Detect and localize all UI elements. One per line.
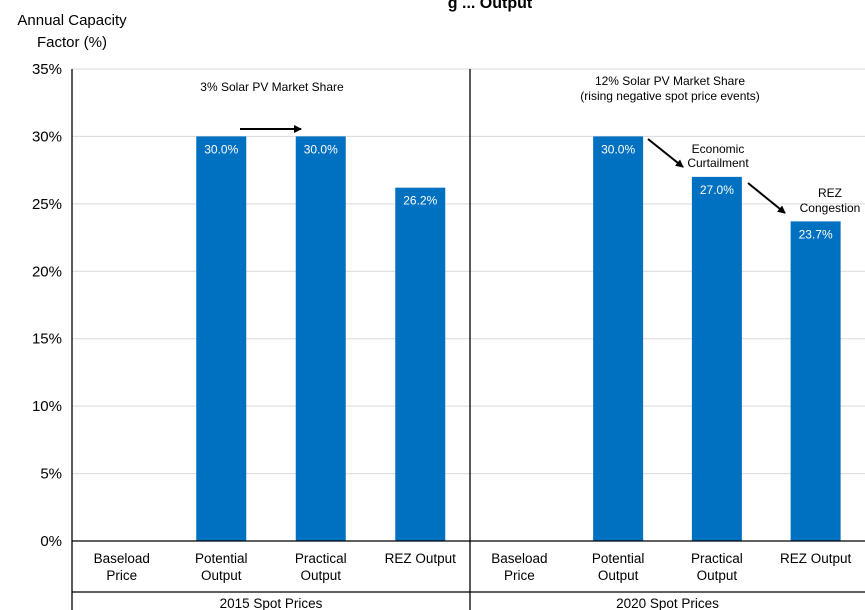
callout-rez-line1: REZ bbox=[818, 186, 842, 200]
annotation-2020-line1: 12% Solar PV Market Share bbox=[595, 74, 745, 88]
x-tick-label: Practical bbox=[295, 551, 347, 566]
x-tick-label: Output bbox=[201, 568, 242, 583]
annotation-2020-line2: (rising negative spot price events) bbox=[580, 89, 759, 103]
y-tick-label: 35% bbox=[32, 61, 62, 78]
chart-title: g ... Output bbox=[448, 0, 533, 12]
gridlines bbox=[72, 68, 865, 475]
x-tick-label: Price bbox=[504, 568, 535, 583]
callout-rez-line2: Congestion bbox=[800, 201, 861, 215]
data-label: 27.0% bbox=[700, 183, 734, 197]
arrow-economic-curtailment bbox=[647, 138, 684, 168]
y-tick-label: 5% bbox=[40, 466, 62, 483]
annotation-2015: 3% Solar PV Market Share bbox=[200, 80, 344, 94]
y-tick-label: 10% bbox=[32, 398, 62, 415]
y-tick-label: 20% bbox=[32, 263, 62, 280]
x-tick-label: Potential bbox=[195, 551, 248, 566]
arrow-rez-congestion bbox=[747, 182, 786, 214]
callout-economic-line1: Economic bbox=[692, 142, 745, 156]
x-tick-label: Output bbox=[697, 568, 738, 583]
data-label: 30.0% bbox=[601, 142, 635, 156]
bar bbox=[691, 176, 742, 541]
bars bbox=[196, 136, 841, 542]
y-axis-label-line2: Factor (%) bbox=[37, 34, 107, 51]
x-tick-label: Practical bbox=[691, 551, 743, 566]
x-tick-label: REZ Output bbox=[385, 551, 457, 566]
x-tick-label: Baseload bbox=[491, 551, 547, 566]
axes bbox=[71, 69, 865, 610]
group-label: 2020 Spot Prices bbox=[616, 596, 719, 610]
y-axis-label-line1: Annual Capacity bbox=[17, 12, 127, 29]
bar bbox=[593, 136, 644, 541]
group-label: 2015 Spot Prices bbox=[220, 596, 323, 610]
bar bbox=[295, 136, 346, 541]
x-tick-label: Output bbox=[598, 568, 639, 583]
x-tick-label: Baseload bbox=[94, 551, 150, 566]
y-tick-label: 0% bbox=[40, 533, 62, 550]
bar bbox=[395, 187, 446, 541]
x-tick-label: Output bbox=[300, 568, 341, 583]
y-tick-label: 15% bbox=[32, 331, 62, 348]
data-label: 30.0% bbox=[304, 142, 338, 156]
x-tick-label: REZ Output bbox=[780, 551, 852, 566]
y-tick-label: 30% bbox=[32, 128, 62, 145]
callout-economic-line2: Curtailment bbox=[687, 156, 749, 170]
x-tick-label: Price bbox=[106, 568, 137, 583]
data-label: 30.0% bbox=[204, 142, 238, 156]
labels: 0% 5% 10% 15% 20% 25% 30% 35% Baseload Price 30.0%… bbox=[32, 61, 852, 610]
bar bbox=[196, 136, 247, 541]
data-label: 23.7% bbox=[799, 227, 833, 241]
x-tick-label: Potential bbox=[592, 551, 645, 566]
y-tick-label: 25% bbox=[32, 196, 62, 213]
data-label: 26.2% bbox=[403, 194, 437, 208]
bar bbox=[790, 221, 841, 542]
